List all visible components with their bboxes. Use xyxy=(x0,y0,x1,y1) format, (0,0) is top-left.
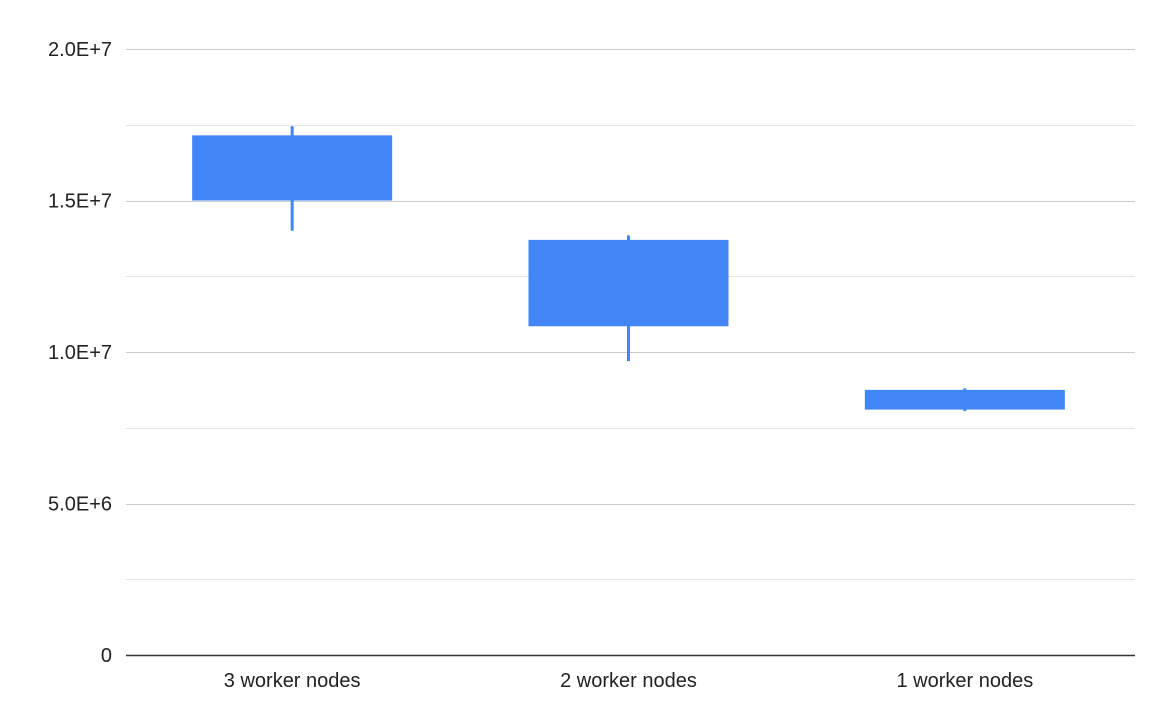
y-axis-ticks: 0 5.0E+6 1.0E+7 1.5E+7 2.0E+7 xyxy=(48,39,112,667)
candle-body xyxy=(192,135,393,201)
x-axis-categories: 3 worker nodes 2 worker nodes 1 worker nod… xyxy=(224,670,1033,692)
candles xyxy=(192,126,1065,412)
x-category-label: 3 worker nodes xyxy=(224,670,361,692)
y-tick-label: 1.0E+7 xyxy=(48,342,112,364)
y-tick-label: 1.5E+7 xyxy=(48,191,112,213)
x-category-label: 2 worker nodes xyxy=(560,670,697,692)
y-tick-label: 5.0E+6 xyxy=(48,494,112,516)
candle-body xyxy=(864,389,1065,410)
y-tick-label: 0 xyxy=(101,645,112,667)
x-category-label: 1 worker nodes xyxy=(896,670,1033,692)
candle-body xyxy=(528,239,729,327)
y-tick-label: 2.0E+7 xyxy=(48,39,112,61)
candle xyxy=(864,388,1065,412)
candle xyxy=(528,235,729,362)
candle xyxy=(192,126,393,231)
